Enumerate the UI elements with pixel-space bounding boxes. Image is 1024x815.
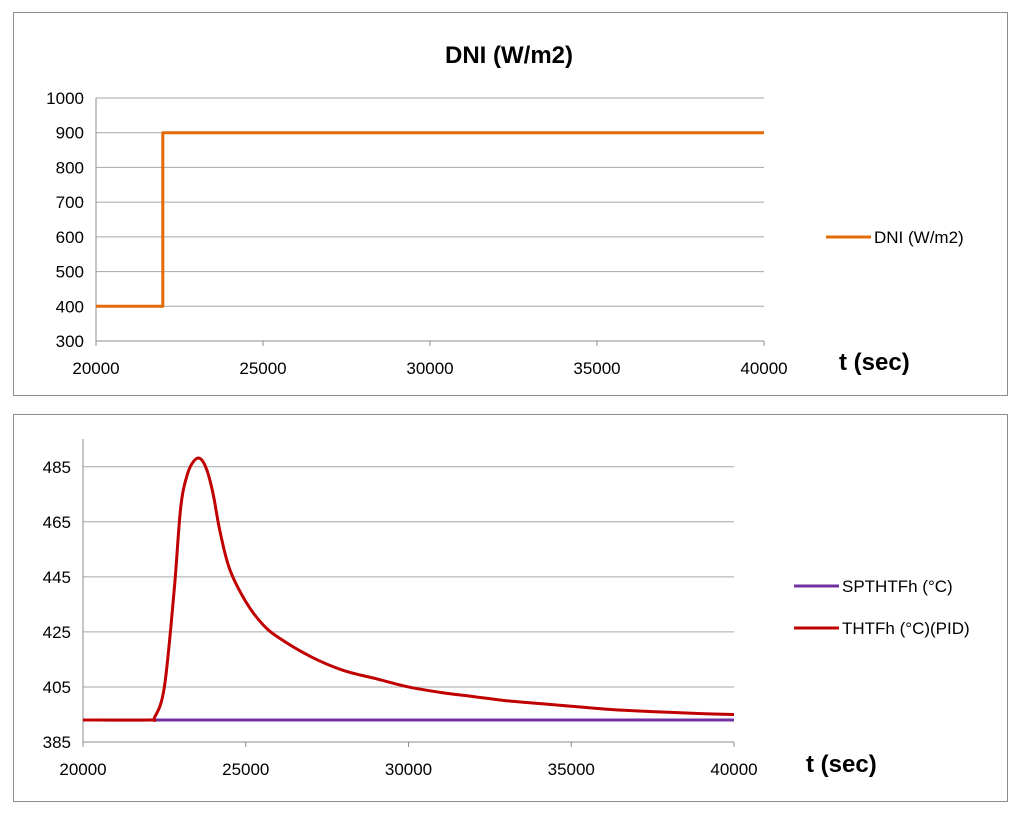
y-tick-label: 465 [43, 513, 71, 532]
x-tick-label: 40000 [710, 760, 757, 779]
chart-title: DNI (W/m2) [445, 42, 573, 69]
y-tick-label: 1000 [46, 89, 84, 108]
x-axis-label: t (sec) [806, 751, 877, 778]
y-tick-label: 600 [56, 228, 84, 247]
legend-label-spthtfh-c: SPTHTFh (°C) [842, 577, 953, 596]
x-tick-label: 20000 [72, 359, 119, 378]
y-tick-label: 500 [56, 263, 84, 282]
y-tick-label: 485 [43, 458, 71, 477]
y-tick-label: 800 [56, 158, 84, 177]
y-tick-label: 425 [43, 623, 71, 642]
x-axis-label: t (sec) [839, 349, 910, 376]
y-tick-label: 405 [43, 678, 71, 697]
x-tick-label: 30000 [406, 359, 453, 378]
y-tick-label: 445 [43, 568, 71, 587]
y-tick-label: 300 [56, 332, 84, 351]
legend-label-thtfh-c-pid: THTFh (°C)(PID) [842, 619, 970, 638]
y-tick-label: 385 [43, 733, 71, 752]
x-tick-label: 35000 [573, 359, 620, 378]
y-tick-label: 700 [56, 193, 84, 212]
dni-chart: DNI (W/m2) 300 400 500 600 700 800 900 1000 20000… [46, 42, 964, 378]
y-tick-label: 400 [56, 297, 84, 316]
x-tick-label: 35000 [548, 760, 595, 779]
chart-panel-temperature: 385 405 425 445 465 485 20000 25000 30000 35000 40… [13, 414, 1008, 802]
x-tick-label: 30000 [385, 760, 432, 779]
legend-label-dni-w-m2: DNI (W/m2) [874, 228, 964, 247]
y-tick-label: 900 [56, 124, 84, 143]
x-tick-label: 25000 [239, 359, 286, 378]
chart-panel-dni: DNI (W/m2) 300 400 500 600 700 800 900 1000 20000… [13, 12, 1008, 396]
series-line-dni-w-m2 [96, 131, 764, 308]
x-tick-label: 20000 [59, 760, 106, 779]
x-tick-label: 40000 [740, 359, 787, 378]
series-line-thtfh-c-pid [82, 456, 735, 722]
temperature-chart: 385 405 425 445 465 485 20000 25000 30000 35000 40… [43, 439, 970, 779]
x-tick-label: 25000 [222, 760, 269, 779]
